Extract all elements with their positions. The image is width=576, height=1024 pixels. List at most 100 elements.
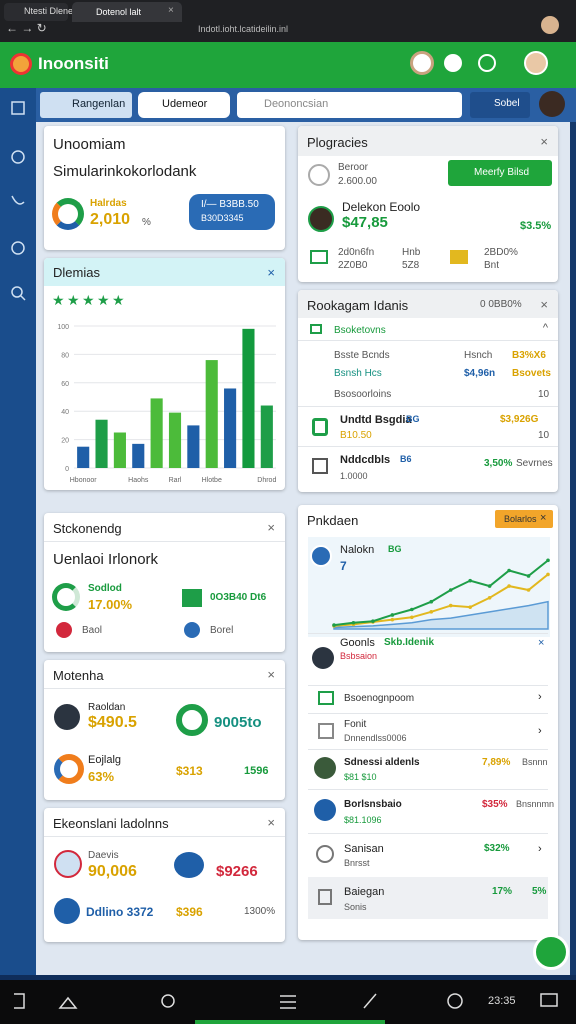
x-tick-label: Dhrod <box>257 477 276 484</box>
close[interactable]: × <box>267 667 275 682</box>
label: Hsnch <box>464 350 493 361</box>
value: 10 <box>538 430 550 441</box>
point <box>448 603 453 608</box>
card-header <box>298 290 558 318</box>
icon[interactable] <box>58 996 78 1009</box>
value: 5% <box>532 886 547 897</box>
card-title: Unoomiam <box>53 136 126 153</box>
value: 5Z8 <box>402 260 420 271</box>
icon[interactable] <box>161 994 175 1008</box>
point <box>546 558 550 563</box>
count: 7 <box>340 559 347 573</box>
value: 1.0000 <box>340 471 368 481</box>
icon[interactable] <box>11 286 23 298</box>
icon[interactable] <box>280 995 296 1009</box>
divider <box>298 406 558 407</box>
x-tick-label: Rarl <box>169 477 182 484</box>
action-button[interactable] <box>470 92 530 118</box>
donut <box>52 198 84 230</box>
star: ★ <box>97 292 110 308</box>
value: $4,96n <box>464 368 496 379</box>
value: Ddlino 3372 <box>86 905 154 919</box>
bar <box>95 419 108 468</box>
point <box>429 599 434 604</box>
button[interactable] <box>448 160 552 186</box>
icon[interactable] <box>11 101 25 115</box>
card-title: Motenha <box>53 668 104 683</box>
value: $396 <box>176 905 203 919</box>
icon[interactable] <box>447 993 463 1009</box>
divider <box>308 789 548 790</box>
label: Raoldan <box>88 702 126 713</box>
rating: ★ ★ ★ ★ ★ <box>52 292 125 308</box>
icon[interactable] <box>11 195 25 205</box>
label: Bnsnnmn <box>516 799 555 809</box>
app-title: Inoonsiti <box>38 54 109 73</box>
close[interactable]: × <box>540 297 548 312</box>
label: 2d0n6fn <box>338 247 375 258</box>
icon[interactable] <box>363 993 377 1009</box>
y-tick-label: 100 <box>57 324 69 331</box>
avatar <box>312 647 334 669</box>
icon <box>310 250 328 264</box>
button-label: Meerfy Bilsd <box>474 167 530 178</box>
donut <box>52 583 80 611</box>
value: 2.600.00 <box>338 176 377 187</box>
icon <box>184 622 200 638</box>
chevron: › <box>538 843 542 855</box>
close[interactable]: × <box>267 265 275 280</box>
divider <box>308 833 548 834</box>
dropdown[interactable] <box>138 92 230 118</box>
value: 10 <box>538 389 550 400</box>
name: Undtd Bsgdia <box>340 414 412 426</box>
close[interactable]: × <box>540 134 548 149</box>
toolbar-button[interactable] <box>40 92 132 118</box>
icon[interactable] <box>540 993 558 1007</box>
button[interactable] <box>189 194 275 230</box>
point <box>487 584 492 588</box>
value: $32% <box>484 843 510 854</box>
search-placeholder: Deononcsian <box>264 98 329 110</box>
avatar <box>541 16 559 34</box>
search[interactable] <box>237 92 462 118</box>
bar <box>260 405 273 468</box>
icon[interactable] <box>11 241 25 255</box>
fab[interactable] <box>533 934 569 970</box>
edge <box>570 122 576 975</box>
bar <box>242 328 255 468</box>
point <box>332 623 336 627</box>
point <box>526 588 531 592</box>
icon <box>318 723 334 739</box>
unit: % <box>142 217 151 228</box>
icon[interactable] <box>11 150 25 164</box>
divider <box>308 685 548 686</box>
icon <box>312 458 328 474</box>
card-title: Plogracies <box>307 135 368 150</box>
item-label: Baiegan <box>344 886 385 898</box>
label: Bsosoorloins <box>334 389 392 400</box>
close[interactable]: × <box>267 815 275 830</box>
star: ★ <box>67 292 80 308</box>
point <box>410 615 414 620</box>
point <box>410 607 414 612</box>
y-tick-label: 0 <box>65 466 69 473</box>
icon <box>20 295 26 301</box>
icon <box>444 54 462 72</box>
badge[interactable] <box>495 510 553 528</box>
card: Motenha × Raoldan $490.5 9005to Eojlalg 6… <box>44 660 285 800</box>
divider <box>308 749 548 750</box>
bar <box>168 412 182 468</box>
value: $9266 <box>216 863 258 880</box>
divider <box>44 541 285 542</box>
bar <box>187 425 200 468</box>
icon[interactable] <box>14 993 25 1009</box>
label: Borel <box>210 625 234 636</box>
item-sub: Bnrsst <box>344 858 370 868</box>
value: 3,50% <box>484 458 513 469</box>
value: 7,89% <box>482 757 511 768</box>
label: Bsnnn <box>522 757 548 767</box>
time: 23:35 <box>488 995 516 1007</box>
close[interactable]: × <box>267 520 275 535</box>
point <box>351 620 356 625</box>
